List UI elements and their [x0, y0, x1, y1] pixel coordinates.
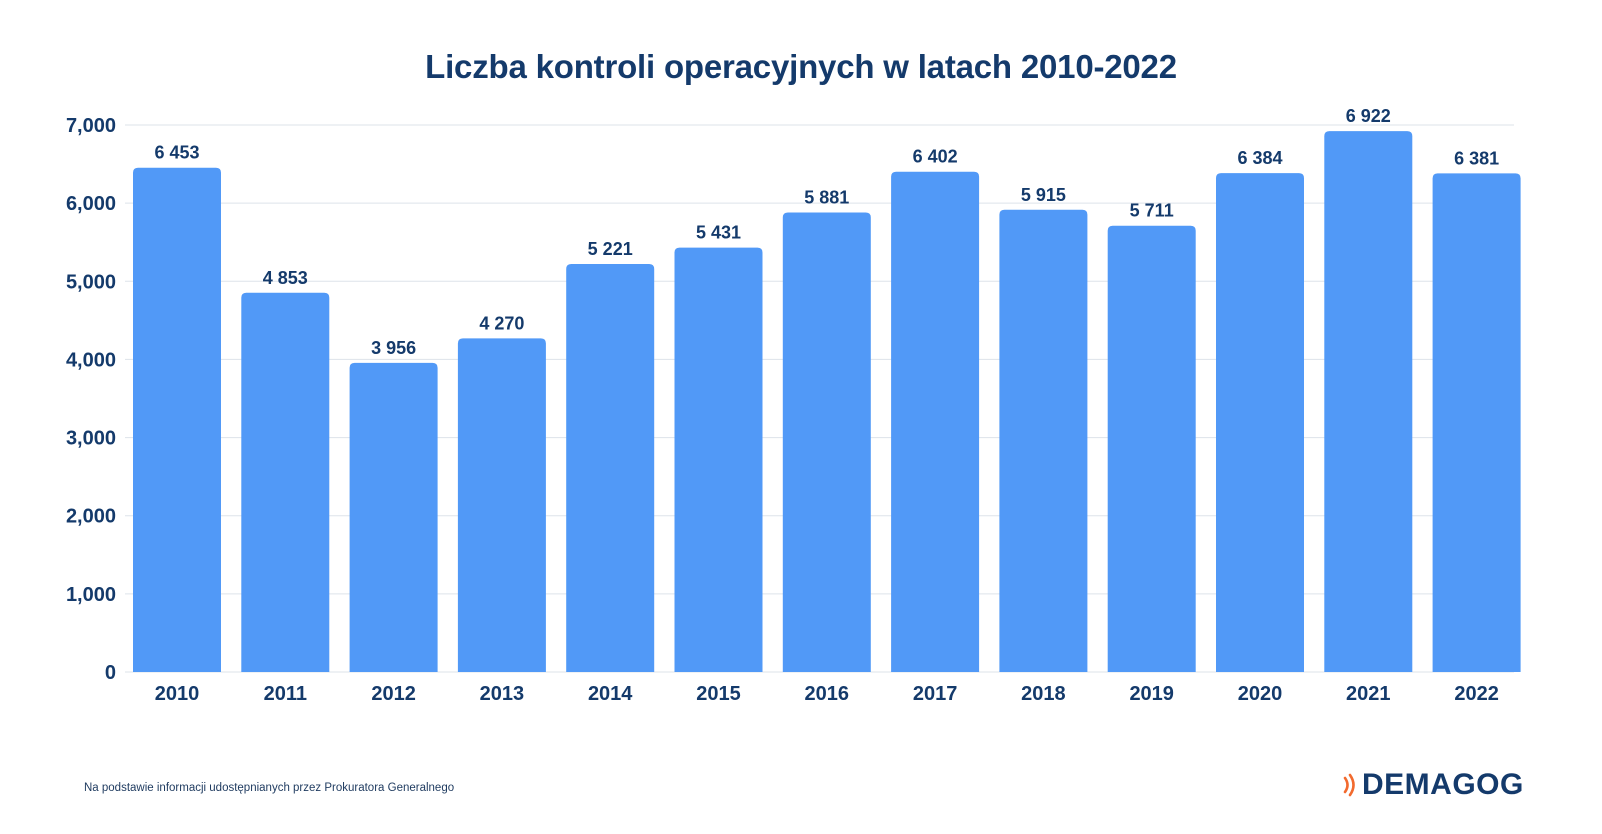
x-tick-label: 2022 — [1454, 683, 1499, 705]
bar — [999, 209, 1088, 672]
y-tick-label: 2,000 — [66, 506, 116, 528]
data-label: 5 711 — [1130, 201, 1174, 221]
bar — [133, 167, 221, 672]
bar — [566, 264, 655, 672]
x-tick-label: 2018 — [1021, 683, 1066, 705]
bar — [782, 212, 871, 672]
data-label: 5 915 — [1021, 185, 1066, 205]
x-tick-label: 2012 — [371, 683, 416, 705]
data-label: 4 853 — [263, 268, 308, 288]
bar — [1324, 131, 1413, 672]
bar — [349, 362, 438, 672]
brand-logo: DEMAGOG — [1342, 768, 1524, 802]
data-label: 3 956 — [371, 338, 416, 358]
y-tick-label: 5,000 — [66, 271, 116, 293]
bar — [241, 292, 330, 672]
data-label: 6 381 — [1454, 148, 1499, 168]
data-label: 6 384 — [1237, 148, 1282, 168]
data-label: 5 431 — [696, 223, 741, 243]
y-tick-label: 3,000 — [66, 428, 116, 450]
x-tick-label: 2019 — [1129, 683, 1174, 705]
x-tick-label: 2015 — [696, 683, 741, 705]
y-tick-label: 0 — [105, 662, 116, 684]
y-tick-label: 6,000 — [66, 193, 116, 215]
y-tick-label: 4,000 — [66, 349, 116, 371]
chart-title: Liczba kontroli operacyjnych w latach 20… — [425, 48, 1177, 85]
x-tick-label: 2021 — [1346, 683, 1391, 705]
brand-name: DEMAGOG — [1362, 768, 1524, 801]
signal-waves-icon — [1343, 773, 1355, 797]
y-tick-label: 1,000 — [66, 584, 116, 606]
data-label: 6 402 — [913, 147, 958, 167]
y-axis-ticks: 0 1,000 2,000 3,000 4,000 5,000 6,000 7,000 — [66, 115, 116, 684]
x-axis-ticks: 2010 2011 2012 2013 2014 2015 2016 2017 2018 2019… — [155, 683, 1499, 705]
x-tick-label: 2014 — [588, 683, 633, 705]
x-tick-label: 2013 — [480, 683, 525, 705]
bar — [1432, 173, 1521, 672]
data-label: 5 881 — [804, 187, 849, 207]
y-tick-label: 7,000 — [66, 115, 116, 137]
bar — [1107, 225, 1196, 672]
bar — [891, 171, 980, 672]
x-tick-label: 2011 — [264, 683, 307, 705]
bar — [457, 338, 546, 672]
data-label: 6 453 — [154, 143, 199, 163]
value-labels: 6 453 4 853 3 956 4 270 5 221 5 431 5 881 6 402… — [154, 106, 1499, 358]
bars — [133, 131, 1521, 673]
data-label: 5 221 — [588, 239, 633, 259]
x-tick-label: 2020 — [1238, 683, 1283, 705]
bar — [1216, 173, 1304, 673]
data-label: 6 922 — [1346, 106, 1391, 126]
data-label: 4 270 — [479, 313, 524, 333]
x-tick-label: 2010 — [155, 683, 200, 705]
x-tick-label: 2016 — [805, 683, 850, 705]
x-tick-label: 2017 — [913, 683, 958, 705]
bar — [674, 247, 763, 672]
source-note: Na podstawie informacji udostępnianych p… — [84, 782, 455, 794]
